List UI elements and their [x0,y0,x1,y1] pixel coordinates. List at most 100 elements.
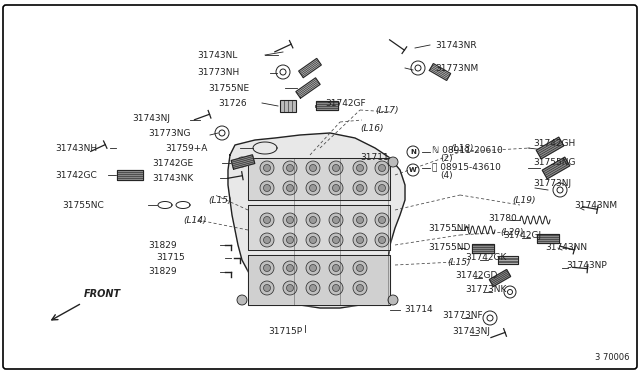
Circle shape [260,261,274,275]
Text: 31742GE: 31742GE [152,158,193,167]
Circle shape [287,237,294,244]
Polygon shape [231,155,255,169]
Text: 31755NC: 31755NC [62,201,104,209]
Circle shape [237,295,247,305]
Text: 31755NE: 31755NE [208,83,249,93]
Polygon shape [316,100,338,109]
Text: ℕ 08911-20610: ℕ 08911-20610 [432,145,503,154]
Text: 31773NG: 31773NG [148,128,191,138]
Circle shape [329,181,343,195]
Circle shape [264,285,271,292]
Circle shape [310,164,317,171]
Circle shape [283,261,297,275]
Text: 31743NK: 31743NK [152,173,193,183]
Circle shape [333,264,339,272]
Circle shape [375,161,389,175]
Text: (L14): (L14) [183,215,207,224]
Text: 31726: 31726 [218,99,246,108]
Circle shape [264,164,271,171]
Circle shape [353,233,367,247]
Text: 31743NN: 31743NN [545,244,587,253]
Circle shape [329,281,343,295]
Circle shape [375,233,389,247]
Text: 31755ND: 31755ND [428,243,470,251]
Circle shape [388,295,398,305]
Text: 31715P: 31715P [268,327,302,337]
Circle shape [260,213,274,227]
Text: 31743NH: 31743NH [55,144,97,153]
Text: 31829: 31829 [148,267,177,276]
Circle shape [260,281,274,295]
Text: (L17): (L17) [375,106,399,115]
Text: (4): (4) [440,170,452,180]
Circle shape [333,164,339,171]
Polygon shape [299,58,321,78]
Text: 31714: 31714 [404,305,433,314]
Circle shape [283,281,297,295]
Circle shape [264,185,271,192]
Circle shape [356,164,364,171]
Circle shape [378,217,385,224]
Polygon shape [248,255,390,305]
Circle shape [333,217,339,224]
Text: 31742GD: 31742GD [455,270,497,279]
Circle shape [378,185,385,192]
Polygon shape [429,64,451,80]
Text: 31711: 31711 [360,153,388,161]
Text: 31773NF: 31773NF [442,311,483,320]
Circle shape [333,185,339,192]
Circle shape [333,237,339,244]
Circle shape [310,264,317,272]
Text: 31742GH: 31742GH [533,138,575,148]
Circle shape [310,185,317,192]
Circle shape [329,213,343,227]
Text: (L15): (L15) [208,196,232,205]
Circle shape [283,213,297,227]
Text: 31755NH: 31755NH [428,224,470,232]
Circle shape [287,185,294,192]
Text: FRONT: FRONT [84,289,121,299]
Text: 31743NL: 31743NL [197,51,237,60]
Circle shape [283,233,297,247]
Text: 31773NK: 31773NK [465,285,506,295]
Circle shape [264,237,271,244]
Text: (L18): (L18) [450,144,474,153]
Circle shape [329,261,343,275]
Circle shape [237,157,247,167]
Polygon shape [228,133,405,308]
Text: 31773NJ: 31773NJ [533,179,571,187]
Circle shape [353,181,367,195]
Polygon shape [117,170,143,180]
Text: (2): (2) [440,154,452,163]
Text: (L19): (L19) [512,196,536,205]
Circle shape [356,237,364,244]
Circle shape [260,233,274,247]
Circle shape [306,213,320,227]
Text: (L20): (L20) [500,228,524,237]
Text: (L16): (L16) [360,124,383,132]
Polygon shape [536,137,564,159]
Circle shape [306,261,320,275]
Circle shape [378,237,385,244]
Circle shape [306,181,320,195]
Polygon shape [498,256,518,264]
Bar [280,100,296,112]
Circle shape [356,217,364,224]
Text: 3 70006: 3 70006 [595,353,630,362]
Circle shape [375,213,389,227]
Circle shape [283,181,297,195]
Polygon shape [472,244,494,253]
Circle shape [287,164,294,171]
Circle shape [283,161,297,175]
Polygon shape [490,270,511,286]
Polygon shape [537,234,559,243]
Text: N: N [410,149,416,155]
Text: 31743NP: 31743NP [566,260,607,269]
Circle shape [310,217,317,224]
Text: W: W [409,167,417,173]
Text: 31743NR: 31743NR [435,41,477,49]
Circle shape [375,181,389,195]
Text: 31742GJ: 31742GJ [503,231,541,240]
Text: 31829: 31829 [148,241,177,250]
Polygon shape [296,78,320,98]
